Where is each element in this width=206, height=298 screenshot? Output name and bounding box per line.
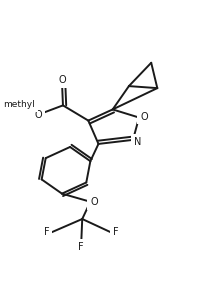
Text: O: O <box>35 109 42 119</box>
Text: F: F <box>113 227 118 237</box>
Text: F: F <box>44 227 49 237</box>
Text: O: O <box>140 111 148 122</box>
Text: O: O <box>58 75 66 85</box>
Text: F: F <box>78 242 84 252</box>
Text: O: O <box>90 197 98 207</box>
Text: methyl: methyl <box>4 100 35 109</box>
Text: N: N <box>134 137 142 147</box>
